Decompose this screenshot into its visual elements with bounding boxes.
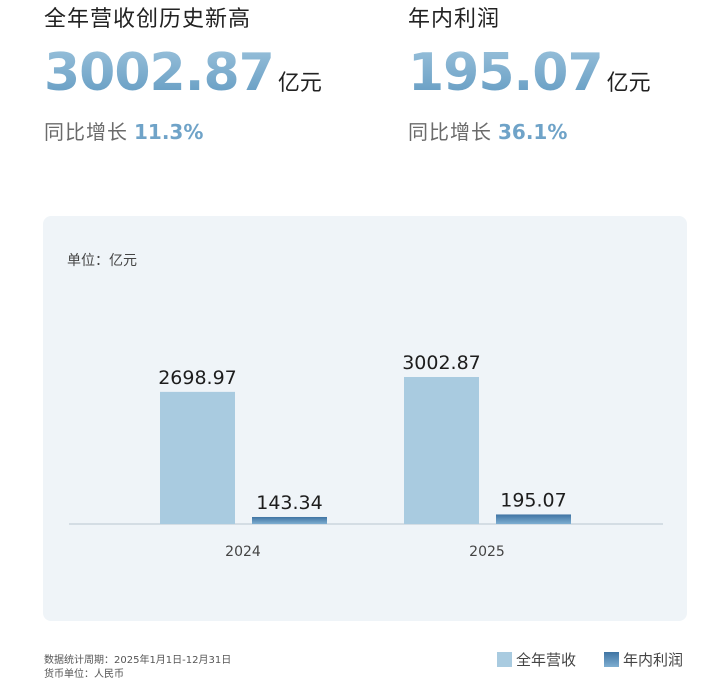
revenue-kpi-title: 全年营收创历史新高 (44, 7, 252, 32)
chart-panel: 单位：亿元 2698.97 143.34 2024 3002.87 195.07 2025 (43, 216, 687, 621)
data-label-revenue-2024: 2698.97 (158, 367, 237, 389)
revenue-kpi-growth: 同比增长 11.3% (44, 116, 322, 145)
data-label-profit-2025: 195.07 (500, 489, 566, 511)
profit-kpi: 年内利润 195.07 亿元 同比增长 36.1% (408, 4, 651, 145)
chart-legend: 全年营收 年内利润 (497, 649, 683, 670)
bar-revenue-2024 (160, 391, 235, 524)
profit-kpi-growth: 同比增长 36.1% (408, 116, 651, 145)
profit-kpi-title: 年内利润 (408, 7, 501, 32)
x-tick-label-2024: 2024 (225, 544, 261, 560)
revenue-growth-label: 同比增长 (44, 120, 128, 144)
legend-label-profit: 年内利润 (623, 651, 684, 669)
footer-notes: 数据统计周期：2025年1月1日-12月31日 货币单位：人民币 (44, 654, 231, 682)
revenue-kpi-value: 3002.87 (44, 43, 275, 103)
legend-swatch-profit (604, 652, 620, 667)
footer-period: 数据统计周期：2025年1月1日-12月31日 (44, 655, 232, 666)
revenue-kpi: 全年营收创历史新高 3002.87 亿元 同比增长 11.3% (44, 4, 322, 145)
bar-revenue-2025 (404, 377, 479, 524)
bar-profit-2025 (496, 514, 571, 524)
chart-unit-label: 单位：亿元 (67, 253, 137, 269)
bar-chart: 2698.97 143.34 2024 3002.87 195.07 2025 (69, 352, 663, 560)
profit-growth-value: 36.1% (498, 120, 568, 144)
data-label-profit-2024: 143.34 (256, 492, 322, 514)
revenue-growth-value: 11.3% (134, 120, 204, 144)
profit-kpi-value: 195.07 (408, 43, 604, 103)
bar-profit-2024 (252, 516, 327, 524)
profit-growth-label: 同比增长 (408, 120, 492, 144)
x-tick-label-2025: 2025 (469, 544, 505, 560)
data-label-revenue-2025: 3002.87 (402, 352, 481, 374)
legend-item-profit: 年内利润 (604, 649, 683, 670)
footer-currency: 货币单位：人民币 (44, 669, 124, 680)
profit-kpi-value-row: 195.07 亿元 (408, 42, 651, 104)
profit-kpi-unit: 亿元 (606, 71, 651, 96)
revenue-kpi-value-row: 3002.87 亿元 (44, 42, 322, 104)
revenue-kpi-unit: 亿元 (277, 71, 322, 96)
legend-swatch-revenue (497, 652, 512, 667)
legend-label-revenue: 全年营收 (516, 651, 577, 669)
legend-item-revenue: 全年营收 (497, 649, 576, 670)
